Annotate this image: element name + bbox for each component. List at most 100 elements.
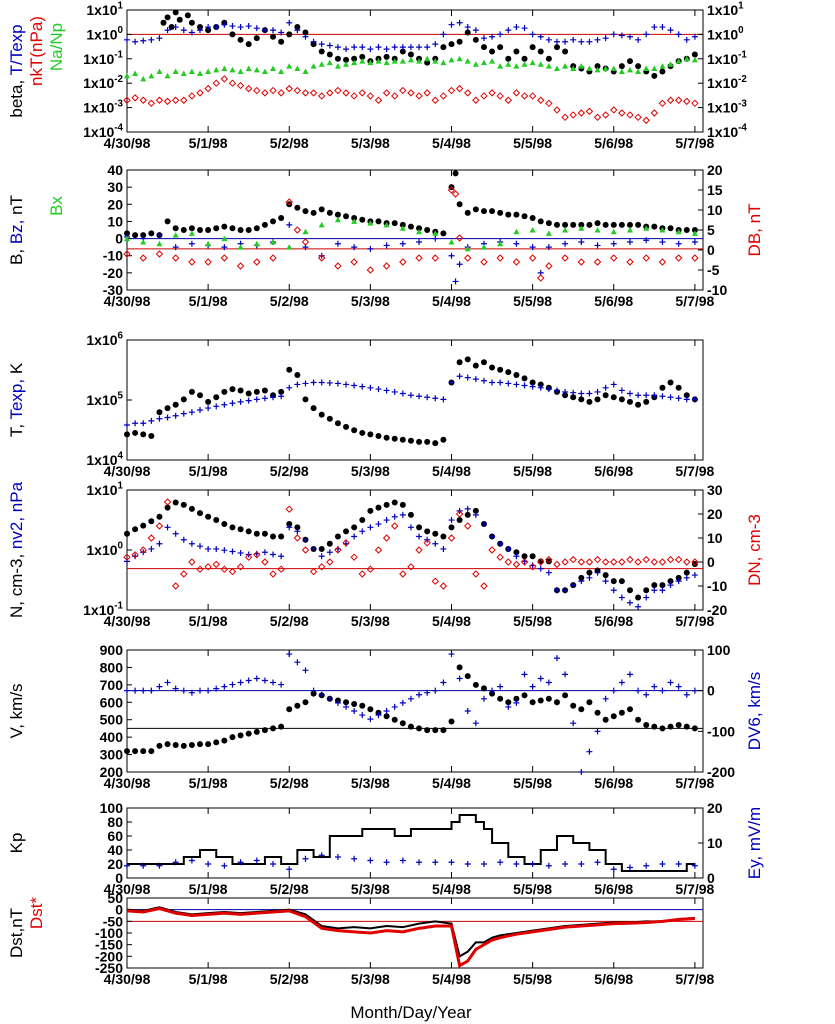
data-point (553, 106, 561, 114)
data-point (464, 254, 472, 262)
data-point (375, 218, 382, 225)
data-point (602, 35, 609, 42)
data-point (448, 517, 455, 524)
data-point (610, 558, 618, 566)
data-point (205, 687, 212, 694)
data-point (180, 742, 187, 749)
data-point (521, 213, 528, 220)
data-point (658, 258, 667, 266)
data-point (489, 33, 496, 40)
data-point (399, 58, 406, 64)
data-point (391, 388, 398, 395)
data-point (383, 53, 390, 60)
data-point (309, 89, 318, 97)
data-point (367, 507, 374, 514)
data-point (537, 675, 544, 682)
data-point (164, 27, 171, 34)
data-point (168, 24, 175, 31)
data-point (342, 539, 350, 547)
data-point (594, 220, 601, 227)
data-point (213, 739, 220, 746)
data-point (293, 86, 302, 95)
data-point (553, 65, 560, 72)
left-axis-label-part: Bz, (7, 215, 26, 244)
data-point (480, 59, 487, 66)
data-point (585, 107, 594, 116)
right-tick-label: 1x101 (707, 1, 744, 18)
left-tick-label: -150 (95, 937, 123, 953)
data-point (285, 84, 293, 93)
data-point (480, 582, 488, 590)
data-point (367, 706, 374, 713)
data-point (382, 262, 391, 270)
data-point (440, 436, 447, 443)
data-point (399, 511, 406, 518)
data-point (326, 42, 333, 49)
data-point (318, 41, 325, 48)
data-point (675, 240, 682, 247)
data-point (367, 384, 374, 391)
data-point (171, 96, 180, 104)
data-point (577, 558, 586, 566)
left-tick-label: 0 (115, 231, 123, 247)
data-point (452, 278, 459, 285)
data-point (635, 594, 642, 601)
data-point (513, 549, 520, 556)
data-point (513, 372, 520, 379)
data-point (602, 384, 609, 391)
data-point (269, 86, 277, 95)
data-point (659, 687, 666, 694)
data-point (244, 553, 253, 561)
data-point (480, 377, 487, 384)
data-point (334, 240, 341, 247)
data-point (561, 254, 569, 262)
data-point (618, 578, 625, 585)
data-point (123, 250, 131, 258)
left-tick-label: 1x10-1 (83, 601, 123, 618)
data-point (505, 380, 512, 387)
data-point (456, 55, 463, 62)
data-point (367, 431, 374, 438)
data-point (278, 29, 285, 36)
data-point (383, 387, 390, 394)
data-point (286, 221, 293, 228)
right-axis-label: DB, nT (745, 204, 764, 257)
data-point (318, 379, 325, 386)
data-point (286, 201, 293, 208)
data-point (367, 245, 374, 252)
data-point (139, 254, 147, 262)
date-tick-label: 5/1/98 (189, 293, 228, 309)
data-point (171, 582, 180, 590)
data-point (148, 36, 155, 43)
date-tick-label: 5/4/98 (432, 135, 471, 151)
data-point (147, 99, 156, 108)
data-point (148, 417, 155, 424)
data-point (691, 687, 698, 694)
date-tick-label: 5/2/98 (270, 293, 309, 309)
left-axis-label: T, Texp, K (7, 362, 26, 437)
data-point (237, 732, 244, 739)
data-point (691, 99, 699, 108)
data-point (431, 577, 439, 585)
data-point (399, 86, 407, 95)
plot-frame (126, 339, 704, 461)
data-point (132, 429, 139, 436)
data-point (456, 675, 463, 682)
data-point (229, 681, 236, 688)
left-axis-label-part: Dst,nT (7, 908, 26, 958)
data-point (367, 716, 374, 723)
data-point (124, 36, 130, 43)
data-point (683, 36, 690, 43)
data-point (480, 244, 487, 250)
data-point (529, 379, 536, 386)
data-point (277, 89, 285, 97)
left-axis-label: N, cm-3, nv2, nPa (7, 481, 26, 618)
data-point (448, 41, 455, 48)
data-point (302, 228, 309, 235)
data-point (683, 227, 690, 233)
data-point (286, 63, 293, 69)
data-point (270, 533, 277, 540)
data-point (229, 400, 236, 407)
data-point (124, 421, 130, 428)
data-point (399, 240, 406, 247)
